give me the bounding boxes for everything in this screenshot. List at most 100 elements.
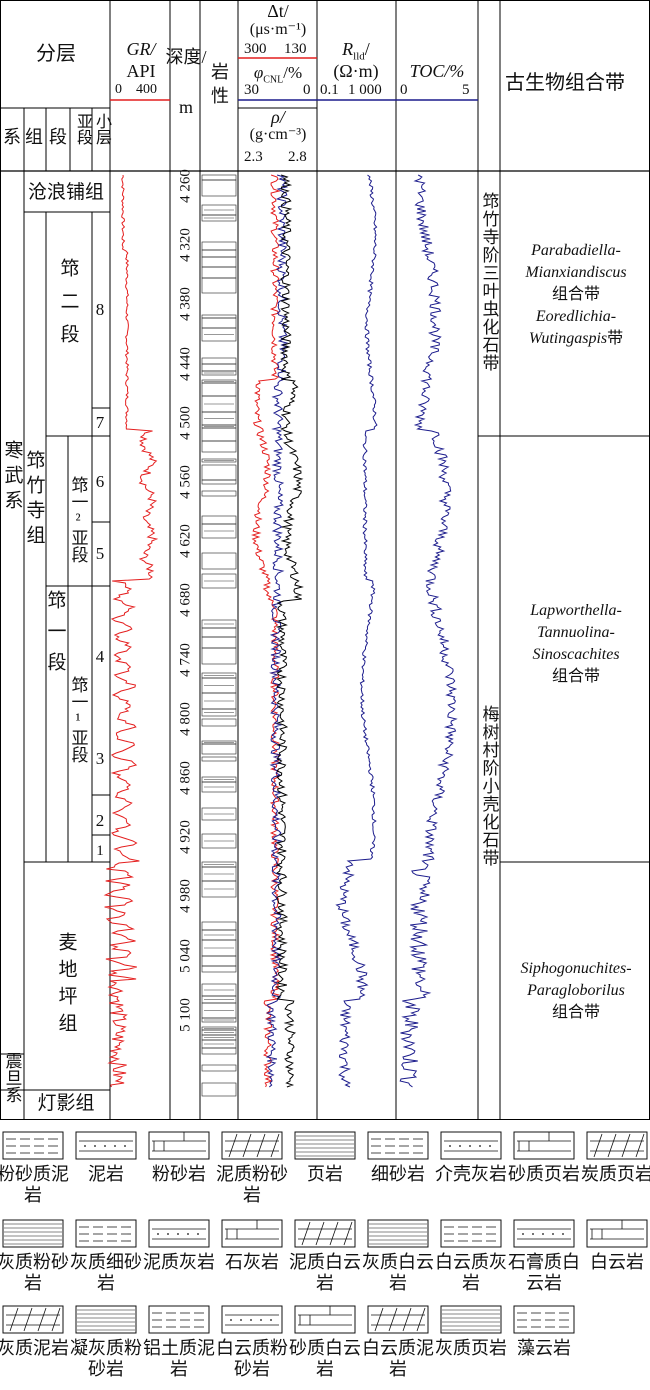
depth-tick-label: 5 100 bbox=[177, 997, 194, 1032]
legend-label: 白云质泥岩 bbox=[362, 1338, 434, 1379]
legend-pattern-mark bbox=[343, 1221, 353, 1246]
legend-swatch-border bbox=[148, 1131, 210, 1160]
dt-scale-right: 130 bbox=[284, 41, 307, 57]
zone1-line4: Eoredlichia- bbox=[535, 308, 617, 325]
carbonaceous-shale-icon bbox=[586, 1131, 648, 1160]
depth-tick-label: 4 320 bbox=[177, 228, 194, 263]
lithology-bed bbox=[201, 440, 237, 453]
dt-scale-left: 300 bbox=[244, 41, 267, 57]
bed-3-label: 3 bbox=[95, 749, 105, 768]
legend-pattern-mark bbox=[522, 1233, 524, 1235]
legend-swatch-border bbox=[586, 1219, 648, 1248]
depth-tick-label: 4 500 bbox=[177, 405, 194, 440]
calcareous-mudstone-icon bbox=[2, 1305, 64, 1334]
lithology-bed bbox=[201, 241, 237, 251]
legend-pattern-mark bbox=[374, 1307, 384, 1332]
legend-pattern-mark bbox=[315, 1221, 325, 1246]
lithology-bed bbox=[201, 833, 237, 849]
shale-icon bbox=[294, 1131, 356, 1160]
legend-label: 泥质灰岩 bbox=[143, 1252, 215, 1272]
legend-label: 粉砂质泥岩 bbox=[0, 1164, 69, 1205]
lithology-bed bbox=[201, 515, 237, 525]
legend-pattern-mark bbox=[270, 1133, 280, 1158]
rlld-scale-max: 1 000 bbox=[348, 82, 382, 98]
legend-swatch-border bbox=[221, 1305, 283, 1334]
shell-limestone-icon bbox=[440, 1131, 502, 1160]
legend-pattern-mark bbox=[542, 1233, 544, 1235]
tuffaceous-calcareous-siltstone-icon bbox=[75, 1305, 137, 1334]
lithology-bed bbox=[201, 174, 237, 181]
formation-dengying-label: 灯影组 bbox=[37, 1093, 95, 1114]
calcareous-siltstone-icon bbox=[2, 1219, 64, 1248]
dolomitic-siltstone-icon bbox=[221, 1305, 283, 1334]
member-header: 段 bbox=[49, 127, 67, 147]
legend-pattern-mark bbox=[593, 1133, 603, 1158]
zone3-line1: Siphogonuchites- bbox=[520, 960, 632, 977]
lithology-bed bbox=[201, 382, 237, 397]
bed-8-label: 8 bbox=[95, 300, 105, 319]
stratification-header: 分层 bbox=[36, 43, 76, 65]
lithology-bed bbox=[201, 955, 237, 967]
lithology-bed bbox=[201, 573, 237, 589]
legend-pattern-mark bbox=[635, 1133, 645, 1158]
formation-maidiping-label: 麦地坪组 bbox=[55, 932, 77, 1040]
legend-pattern-mark bbox=[114, 1145, 116, 1147]
depth-title: 深度/ bbox=[165, 47, 207, 67]
rlld-scale-min: 0.1 bbox=[320, 82, 339, 98]
rho-unit: (g·cm⁻³) bbox=[249, 126, 307, 143]
rho-scale-left: 2.3 bbox=[244, 149, 263, 165]
lithology-bed bbox=[201, 718, 237, 727]
legend-swatch-border bbox=[513, 1131, 575, 1160]
toc-scale-min: 0 bbox=[400, 82, 408, 98]
zone3-line3: 组合带 bbox=[551, 1004, 600, 1021]
legend-pattern-mark bbox=[177, 1233, 179, 1235]
lithology-bed bbox=[201, 552, 237, 570]
bauxitic-mudstone-icon bbox=[148, 1305, 210, 1334]
legend-pattern-mark bbox=[157, 1233, 159, 1235]
algal-dolomite-icon bbox=[513, 1305, 575, 1334]
cnl-title-symbol: φ bbox=[253, 63, 264, 82]
legend-label: 白云岩 bbox=[590, 1252, 644, 1272]
legend-swatch-border bbox=[367, 1219, 429, 1248]
legend-label: 白云质粉砂岩 bbox=[216, 1338, 288, 1379]
lithology-bed bbox=[201, 1047, 237, 1055]
fossil-zone-header: 古生物组合带 bbox=[505, 72, 625, 94]
legend-pattern-mark bbox=[270, 1319, 272, 1321]
legend-swatch-border bbox=[294, 1305, 356, 1334]
legend-pattern-mark bbox=[84, 1145, 86, 1147]
gr-scale-max: 400 bbox=[136, 82, 157, 97]
lithology-bed bbox=[201, 363, 237, 372]
zone3-line2: Paragloborilus bbox=[527, 982, 625, 999]
legend-pattern-mark bbox=[197, 1233, 199, 1235]
lithology-bed bbox=[201, 490, 237, 497]
lithology-bed bbox=[201, 327, 237, 342]
legend-label: 石膏质白云岩 bbox=[508, 1252, 580, 1293]
argillaceous-limestone-icon bbox=[148, 1219, 210, 1248]
submember-header: 亚段 bbox=[74, 113, 91, 145]
depth-tick-label: 4 260 bbox=[177, 169, 194, 203]
argillaceous-siltstone-icon bbox=[221, 1131, 283, 1160]
legend-pattern-mark bbox=[416, 1307, 426, 1332]
legend-pattern-mark bbox=[37, 1307, 47, 1332]
lithology-bed bbox=[201, 781, 237, 793]
cnl-title: φCNL/% bbox=[254, 64, 302, 85]
lithology-bed bbox=[201, 1017, 237, 1023]
legend-pattern-mark bbox=[607, 1133, 617, 1158]
legend-swatch-border bbox=[2, 1219, 64, 1248]
lithology-bed bbox=[201, 464, 237, 481]
legend-swatch-border bbox=[75, 1131, 137, 1160]
member-1-label: 筇一段 bbox=[44, 590, 66, 683]
legend-swatch-border bbox=[75, 1305, 137, 1334]
legend-swatch-border bbox=[2, 1305, 64, 1334]
cnl-scale-left: 30 bbox=[244, 82, 259, 98]
bed-7-label: 7 bbox=[95, 413, 105, 432]
mudstone-icon bbox=[75, 1131, 137, 1160]
rlld-unit: (Ω·m) bbox=[333, 61, 379, 81]
legend-swatch-border bbox=[294, 1131, 356, 1160]
dolomitic-limestone-icon bbox=[440, 1219, 502, 1248]
legend-pattern-mark bbox=[51, 1307, 61, 1332]
legend-pattern-mark bbox=[240, 1319, 242, 1321]
legend-pattern-mark bbox=[230, 1319, 232, 1321]
bed-4-label: 4 bbox=[95, 647, 105, 666]
cnl-scale-right: 0 bbox=[303, 82, 311, 98]
